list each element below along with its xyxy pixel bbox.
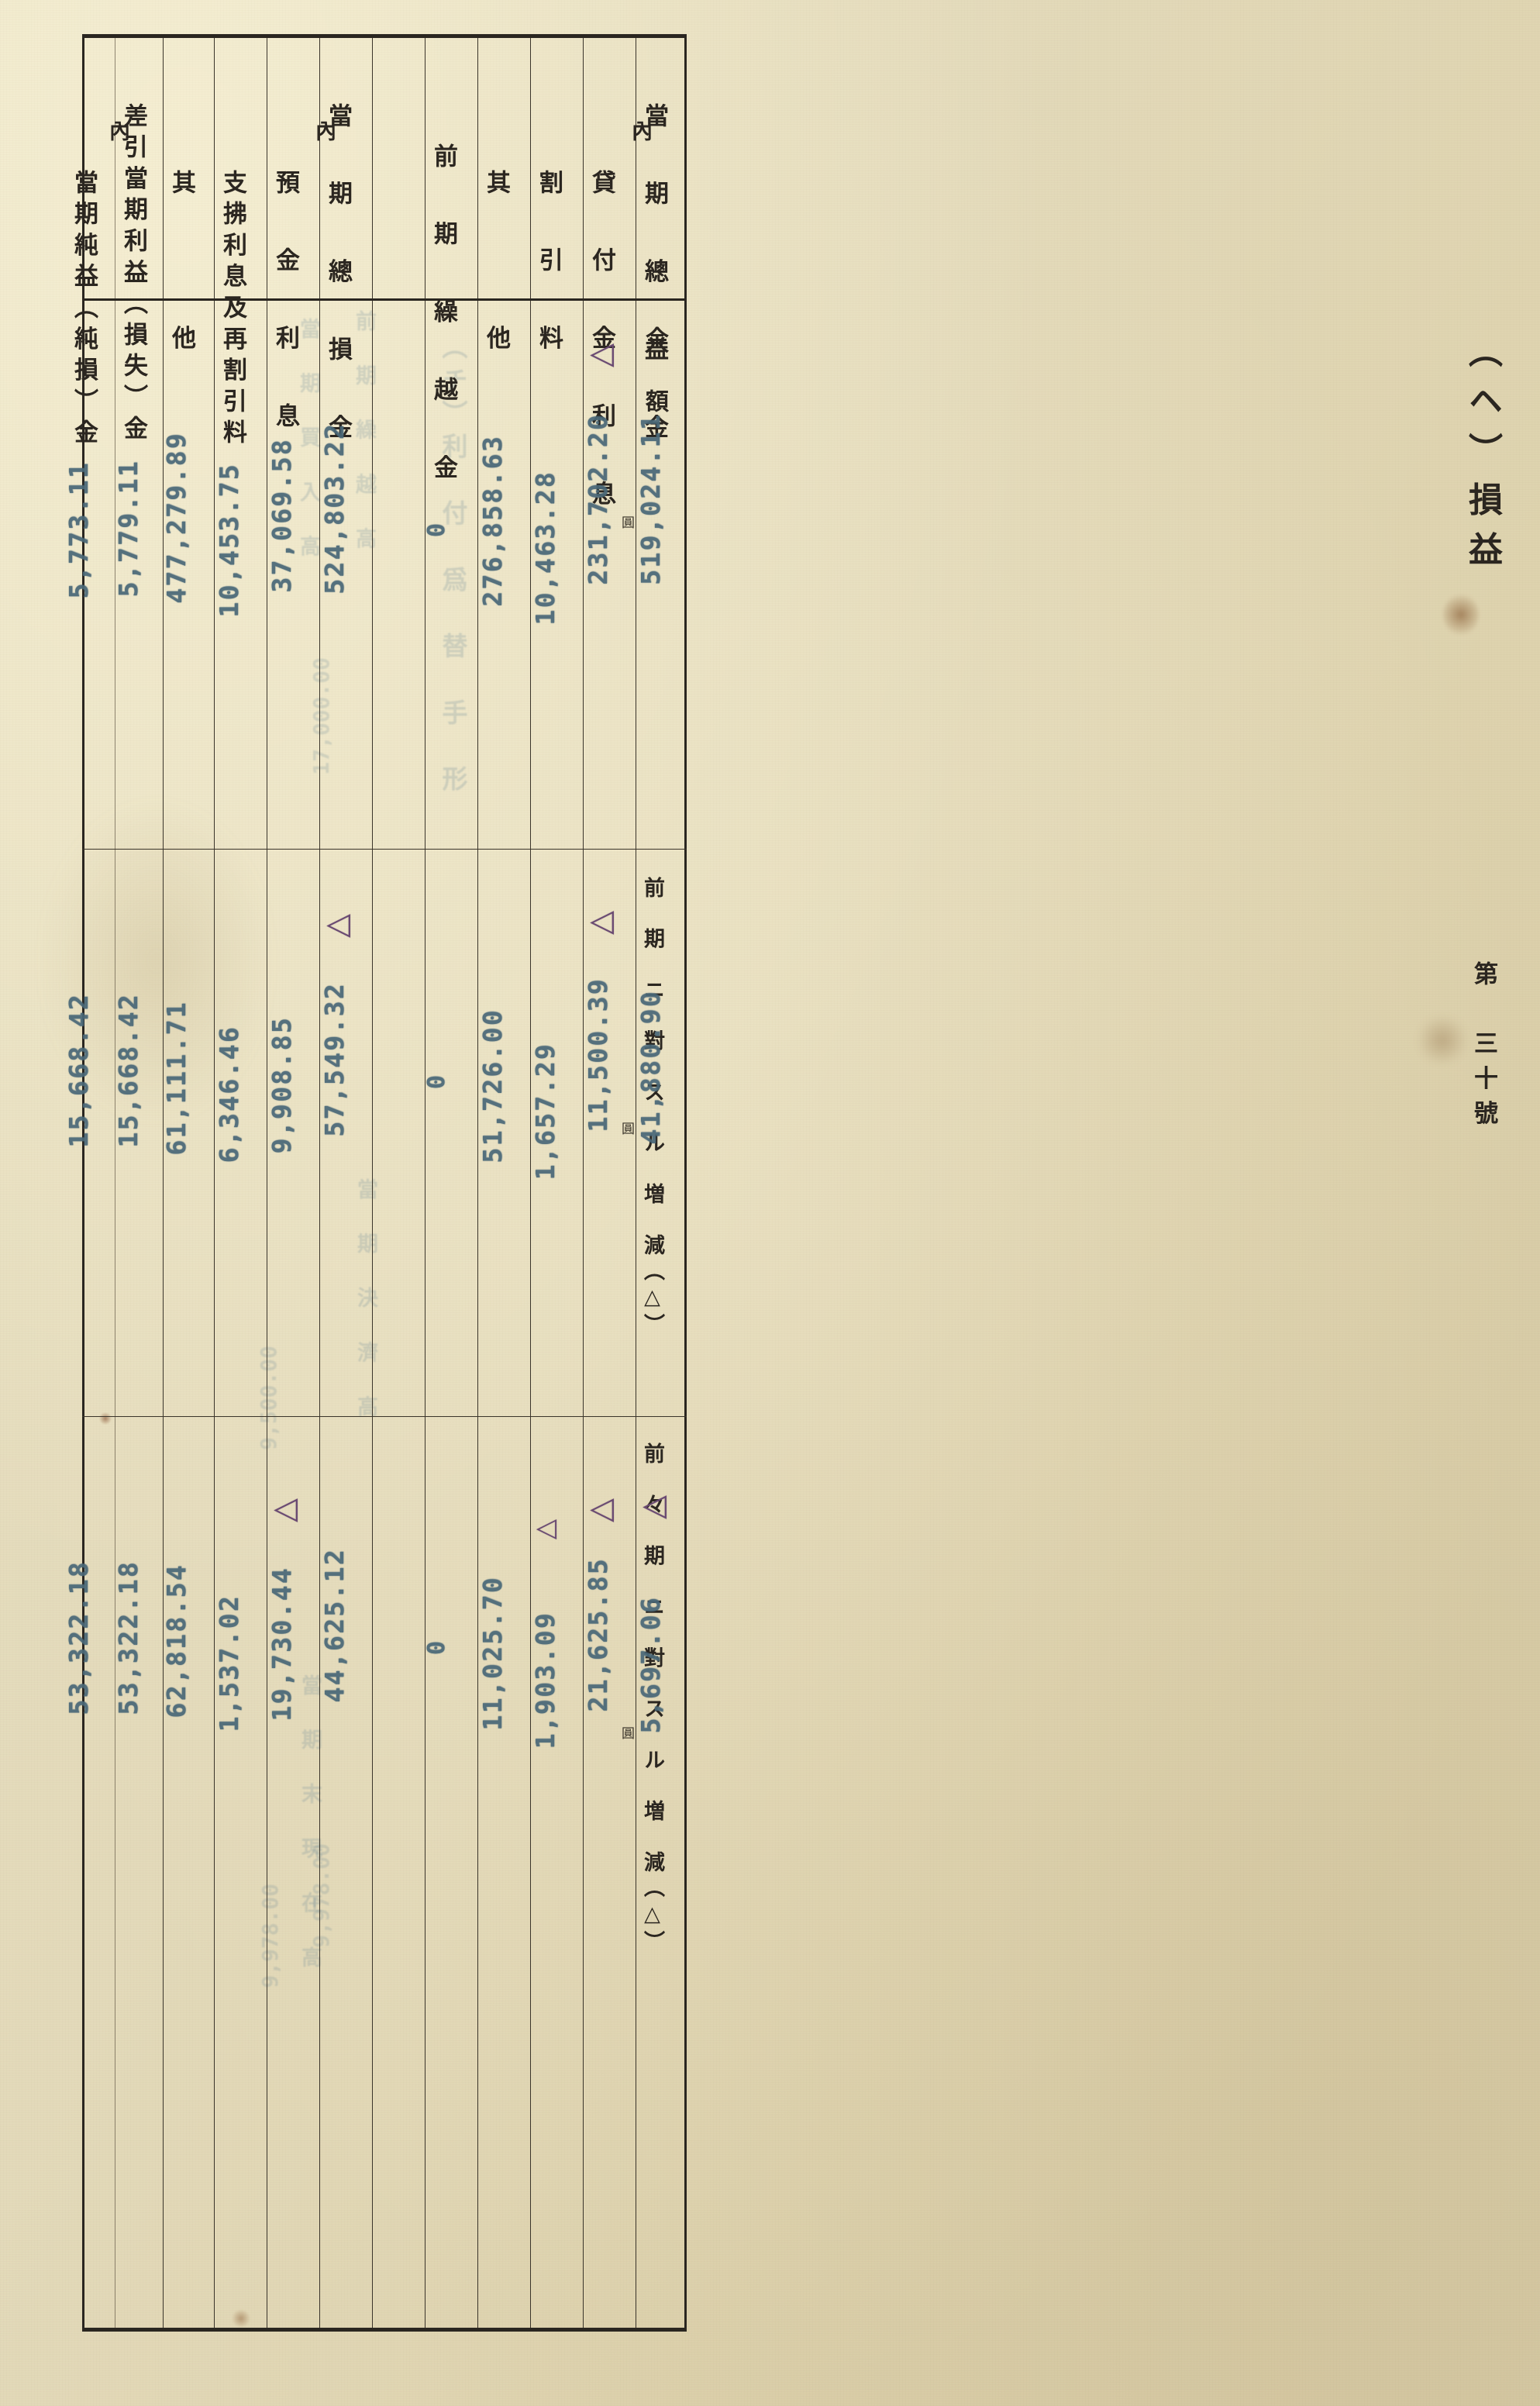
cell-vs-prev: 57,549.32 xyxy=(319,982,350,1137)
cell-vs-prev: 0 xyxy=(423,1074,450,1090)
row-prefix-uchi: 內 xyxy=(628,120,652,146)
header-separator xyxy=(82,298,687,301)
unit-yen: 圓 xyxy=(618,1122,634,1135)
cell-vs-prev: 51,726.00 xyxy=(477,1008,508,1163)
row-rule xyxy=(583,38,584,2328)
row-label-interest-paid-rediscount: 支拂利息及再割引料 xyxy=(219,170,246,451)
column-header-amount: 金 額 xyxy=(641,326,668,421)
negative-triangle-icon: △ xyxy=(317,914,354,938)
unit-yen: 圓 xyxy=(618,1726,634,1739)
row-label-current-total-loss: 當 期 總 損 金 xyxy=(324,103,352,453)
row-prefix-uchi: 內 xyxy=(105,120,129,146)
cell-amount: 231,702.20 xyxy=(583,413,613,585)
column-header-vs-prev-two: 前 々 期 ニ 對 ス ル 増 減（△） xyxy=(640,1443,664,1956)
negative-triangle-icon: △ xyxy=(264,1498,301,1522)
negative-triangle-icon: △ xyxy=(529,1518,561,1540)
column-separator xyxy=(82,849,687,850)
table-edge-rule xyxy=(684,38,687,2328)
cell-amount: 0 xyxy=(423,522,450,538)
negative-triangle-icon: △ xyxy=(581,1498,618,1522)
cell-vs-prev-two: 1,537.02 xyxy=(214,1594,244,1732)
cell-vs-prev: 61,111.71 xyxy=(161,1001,191,1156)
cell-vs-prev: 15,668.42 xyxy=(113,993,143,1148)
cell-vs-prev-two: 53,322.18 xyxy=(64,1560,94,1715)
negative-triangle-icon: △ xyxy=(581,911,618,935)
cell-vs-prev-two: 5,697.06 xyxy=(636,1596,666,1734)
row-label-discount-fee: 割 引 料 xyxy=(535,170,563,365)
cell-vs-prev-two: 0 xyxy=(423,1639,450,1656)
cell-vs-prev: 9,908.85 xyxy=(267,1016,297,1154)
row-label-carryover: 前 期 繰 越 金 xyxy=(429,143,457,494)
cell-amount: 524,803.22 xyxy=(319,422,350,595)
cell-vs-prev-two: 62,818.54 xyxy=(161,1563,191,1718)
negative-triangle-icon: △ xyxy=(633,1495,670,1519)
row-rule xyxy=(372,38,373,2328)
cell-amount: 5,779.11 xyxy=(113,460,143,598)
ledger-table: 當 期 總 益 金 內 貸 付 金 利 息 割 引 料 其 他 前 期 繰 越 … xyxy=(64,34,687,2332)
row-prefix-uchi: 內 xyxy=(312,120,336,146)
negative-triangle-icon: △ xyxy=(581,343,618,367)
row-rule xyxy=(214,38,215,2328)
column-separator xyxy=(82,1416,687,1417)
cell-vs-prev-two: 11,025.70 xyxy=(477,1576,508,1731)
cell-vs-prev-two: 53,322.18 xyxy=(113,1560,143,1715)
row-label-deposit-interest: 預 金 利 息 xyxy=(271,170,299,443)
row-label-current-total-profit: 當 期 總 益 金 xyxy=(640,103,668,453)
cell-amount: 519,024.11 xyxy=(636,413,666,585)
cell-vs-prev-two: 44,625.12 xyxy=(319,1548,350,1703)
cell-amount: 37,069.58 xyxy=(267,438,297,593)
cell-amount: 5,773.11 xyxy=(64,461,94,599)
cell-amount: 276,858.63 xyxy=(477,435,508,607)
cell-amount: 10,463.28 xyxy=(530,471,560,626)
document-number: 第 三十號 xyxy=(1469,961,1497,1136)
page-title: （ヘ）損益 xyxy=(1462,333,1502,581)
cell-vs-prev-two: 19,730.44 xyxy=(267,1567,297,1722)
row-label-other-expense: 其 他 xyxy=(167,170,195,365)
cell-vs-prev: 41,880.90 xyxy=(636,990,666,1145)
row-rule xyxy=(163,38,164,2328)
cell-vs-prev-two: 1,903.09 xyxy=(530,1611,560,1749)
row-label-pure-profit-loss: 當期純益（純損）金 xyxy=(70,170,98,451)
cell-vs-prev: 1,657.29 xyxy=(530,1043,560,1181)
cell-amount: 10,453.75 xyxy=(214,463,244,618)
cell-amount: 477,279.89 xyxy=(161,432,191,604)
row-rule xyxy=(477,38,478,2328)
cell-vs-prev: 11,500.39 xyxy=(583,977,613,1132)
row-label-net-profit-loss: 差引當期利益（損失）金 xyxy=(119,103,147,447)
row-label-loan-interest: 貸 付 金 利 息 xyxy=(587,170,615,520)
cell-vs-prev: 6,346.46 xyxy=(214,1025,244,1163)
table-edge-rule xyxy=(82,38,84,2328)
cell-vs-prev-two: 21,625.85 xyxy=(583,1557,613,1712)
row-label-other-income: 其 他 xyxy=(482,170,510,365)
unit-yen: 圓 xyxy=(618,515,634,529)
cell-vs-prev: 15,668.42 xyxy=(64,993,94,1148)
row-rule xyxy=(530,38,531,2328)
column-header-vs-prev: 前 期 ニ 對 ス ル 増 減（△） xyxy=(640,877,664,1339)
row-rule xyxy=(319,38,320,2328)
